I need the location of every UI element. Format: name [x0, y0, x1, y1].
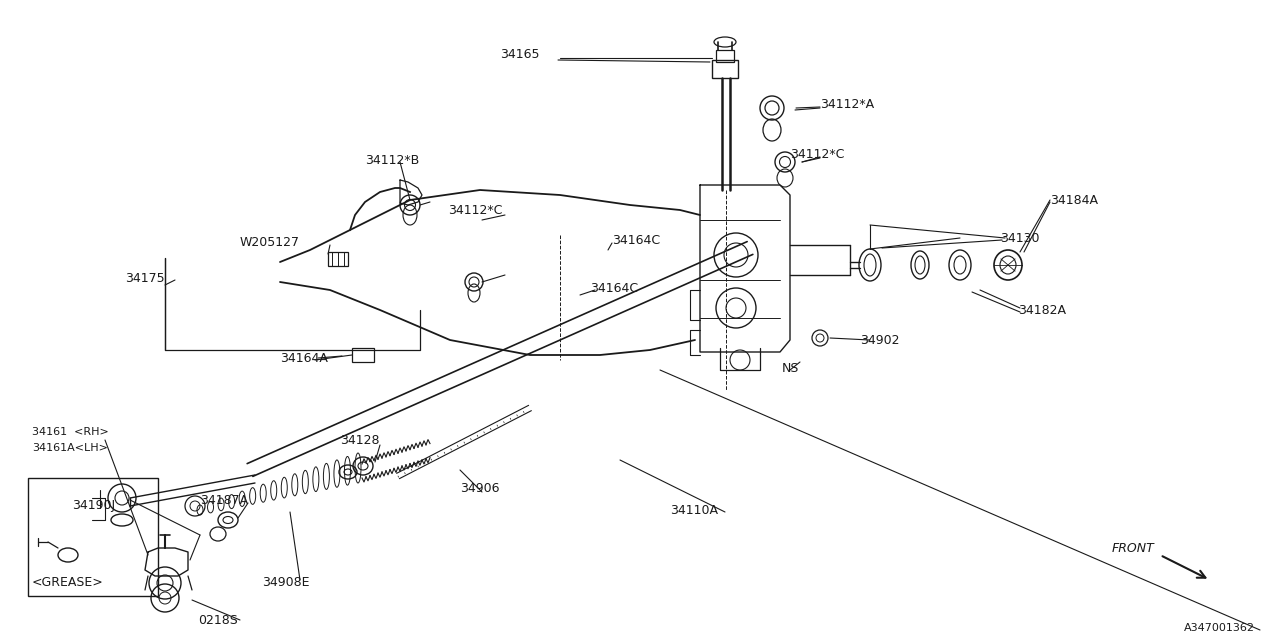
Text: 34112*A: 34112*A: [820, 99, 874, 111]
Text: W205127: W205127: [241, 236, 300, 248]
Bar: [28, 478, 157, 596]
Bar: [712, 60, 739, 78]
Text: 34164C: 34164C: [590, 282, 639, 294]
Text: 34161  <RH>: 34161 <RH>: [32, 427, 109, 437]
Text: 0218S: 0218S: [198, 614, 238, 627]
Bar: [328, 252, 348, 266]
Text: 34182A: 34182A: [1018, 303, 1066, 317]
Text: 34112*C: 34112*C: [790, 148, 845, 161]
Text: <GREASE>: <GREASE>: [32, 577, 104, 589]
Text: 34908E: 34908E: [262, 575, 310, 589]
Text: 34184A: 34184A: [1050, 193, 1098, 207]
Text: 34906: 34906: [460, 481, 499, 495]
Text: 34187A: 34187A: [200, 493, 248, 506]
Text: 34110A: 34110A: [669, 504, 718, 516]
Text: 34112*C: 34112*C: [448, 204, 502, 216]
Text: NS: NS: [782, 362, 800, 374]
Text: FRONT: FRONT: [1112, 541, 1155, 554]
Text: 34161A<LH>: 34161A<LH>: [32, 443, 108, 453]
Text: 34128: 34128: [340, 433, 379, 447]
Text: 34130: 34130: [1000, 232, 1039, 244]
Text: 34902: 34902: [860, 333, 900, 346]
Text: 34165: 34165: [500, 49, 539, 61]
Bar: [352, 348, 374, 362]
Text: 34112*B: 34112*B: [365, 154, 420, 166]
Text: 34164C: 34164C: [612, 234, 660, 246]
Bar: [716, 50, 733, 62]
Text: 34190J: 34190J: [72, 499, 115, 511]
Text: 34164A: 34164A: [280, 351, 328, 365]
Text: 34175: 34175: [125, 271, 165, 285]
Text: A347001362: A347001362: [1184, 623, 1254, 633]
